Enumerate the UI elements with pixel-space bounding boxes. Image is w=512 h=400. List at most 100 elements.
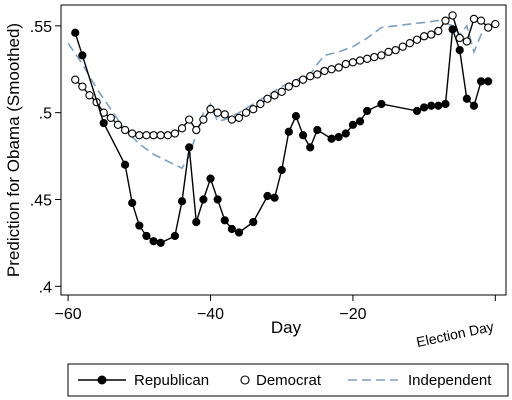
data-point-democrat [163,131,172,140]
data-point-democrat [85,91,94,100]
legend-label-democrat: Democrat [256,372,322,389]
data-point-democrat [220,110,229,119]
data-point-democrat [355,56,365,65]
data-point-republican [263,191,272,201]
data-point-democrat [334,63,343,72]
y-tick-label: .45 [30,192,52,209]
series-layer [67,11,500,248]
y-tick-label: .4 [39,279,52,296]
data-point-republican [313,125,322,135]
plot-area-frame [60,4,507,296]
data-point-republican [441,99,450,109]
legend-label-republican: Republican [134,372,209,389]
data-point-democrat [227,115,237,124]
data-point-republican [469,101,479,110]
data-point-democrat [370,52,379,62]
y-axis-title: Prediction for Obama (Smoothed) [4,23,23,277]
data-point-democrat [313,70,322,79]
x-axis-title: Day [271,318,302,337]
data-point-republican [412,106,422,116]
x-tick-label: −20 [339,306,366,323]
data-point-republican [227,224,236,234]
y-tick-label: .5 [39,106,52,123]
legend-marker-democrat [240,375,250,385]
data-point-republican [484,77,493,86]
data-point-democrat [384,47,393,57]
data-point-democrat [377,51,386,60]
data-point-republican [78,51,87,60]
x-tick-label: −60 [55,306,82,323]
data-point-democrat [78,82,87,91]
data-point-democrat [391,45,400,55]
data-point-republican [170,231,180,241]
data-point-republican [420,103,429,112]
data-point-democrat [128,129,137,138]
data-point-republican [427,101,436,110]
data-point-democrat [434,26,443,36]
data-point-republican [291,112,301,121]
legend-box [67,363,509,397]
data-point-republican [220,216,229,225]
data-point-democrat [455,33,464,43]
data-point-republican [142,231,151,241]
data-point-democrat [177,124,187,133]
data-point-democrat [341,59,350,69]
legend-marker-republican [97,375,107,385]
y-axis: .4 .45 .5 .55 [30,19,61,296]
data-point-republican [306,143,315,152]
data-point-republican [128,198,137,208]
data-point-democrat [234,113,244,123]
data-point-republican [234,228,244,237]
data-point-democrat [185,115,194,124]
data-point-republican [135,221,144,230]
data-point-republican [249,217,258,227]
data-point-democrat [192,125,201,135]
data-point-democrat [284,82,293,91]
data-point-democrat [448,11,457,20]
data-point-democrat [277,87,286,96]
data-point-republican [120,160,130,169]
data-point-republican [277,165,286,175]
data-point-democrat [348,58,358,67]
y-tick-label: .55 [30,19,52,36]
data-point-republican [327,134,336,143]
data-point-republican [199,195,208,204]
data-point-democrat [462,37,471,46]
data-point-democrat [306,72,315,81]
data-point-republican [177,197,187,206]
data-point-democrat [156,131,165,140]
data-point-republican [213,195,222,204]
data-point-democrat [270,91,279,100]
data-point-democrat [412,35,422,44]
data-point-republican [71,28,80,37]
x-tick-label: −40 [197,306,224,323]
legend: Republican Democrat Independent [78,372,492,389]
data-point-democrat [113,120,123,129]
data-point-republican [348,120,358,129]
data-point-democrat [363,54,372,63]
data-point-democrat [484,23,493,32]
data-point-republican [363,106,372,116]
data-point-democrat [170,129,180,138]
data-point-republican [149,237,158,246]
data-point-republican [334,132,343,142]
data-point-democrat [241,108,251,117]
data-point-republican [377,99,386,109]
data-point-democrat [398,42,407,51]
data-point-democrat [491,19,500,29]
data-point-democrat [263,94,272,103]
data-point-republican [455,46,464,55]
data-point-republican [448,25,457,34]
data-point-republican [284,127,293,136]
data-point-republican [270,193,279,202]
data-point-democrat [320,66,329,76]
data-point-democrat [469,14,479,24]
data-point-democrat [213,108,222,117]
data-point-republican [99,118,108,128]
data-point-republican [476,77,486,86]
data-point-democrat [405,39,415,48]
data-point-republican [185,143,194,152]
data-point-democrat [441,16,450,25]
data-point-democrat [256,99,265,109]
